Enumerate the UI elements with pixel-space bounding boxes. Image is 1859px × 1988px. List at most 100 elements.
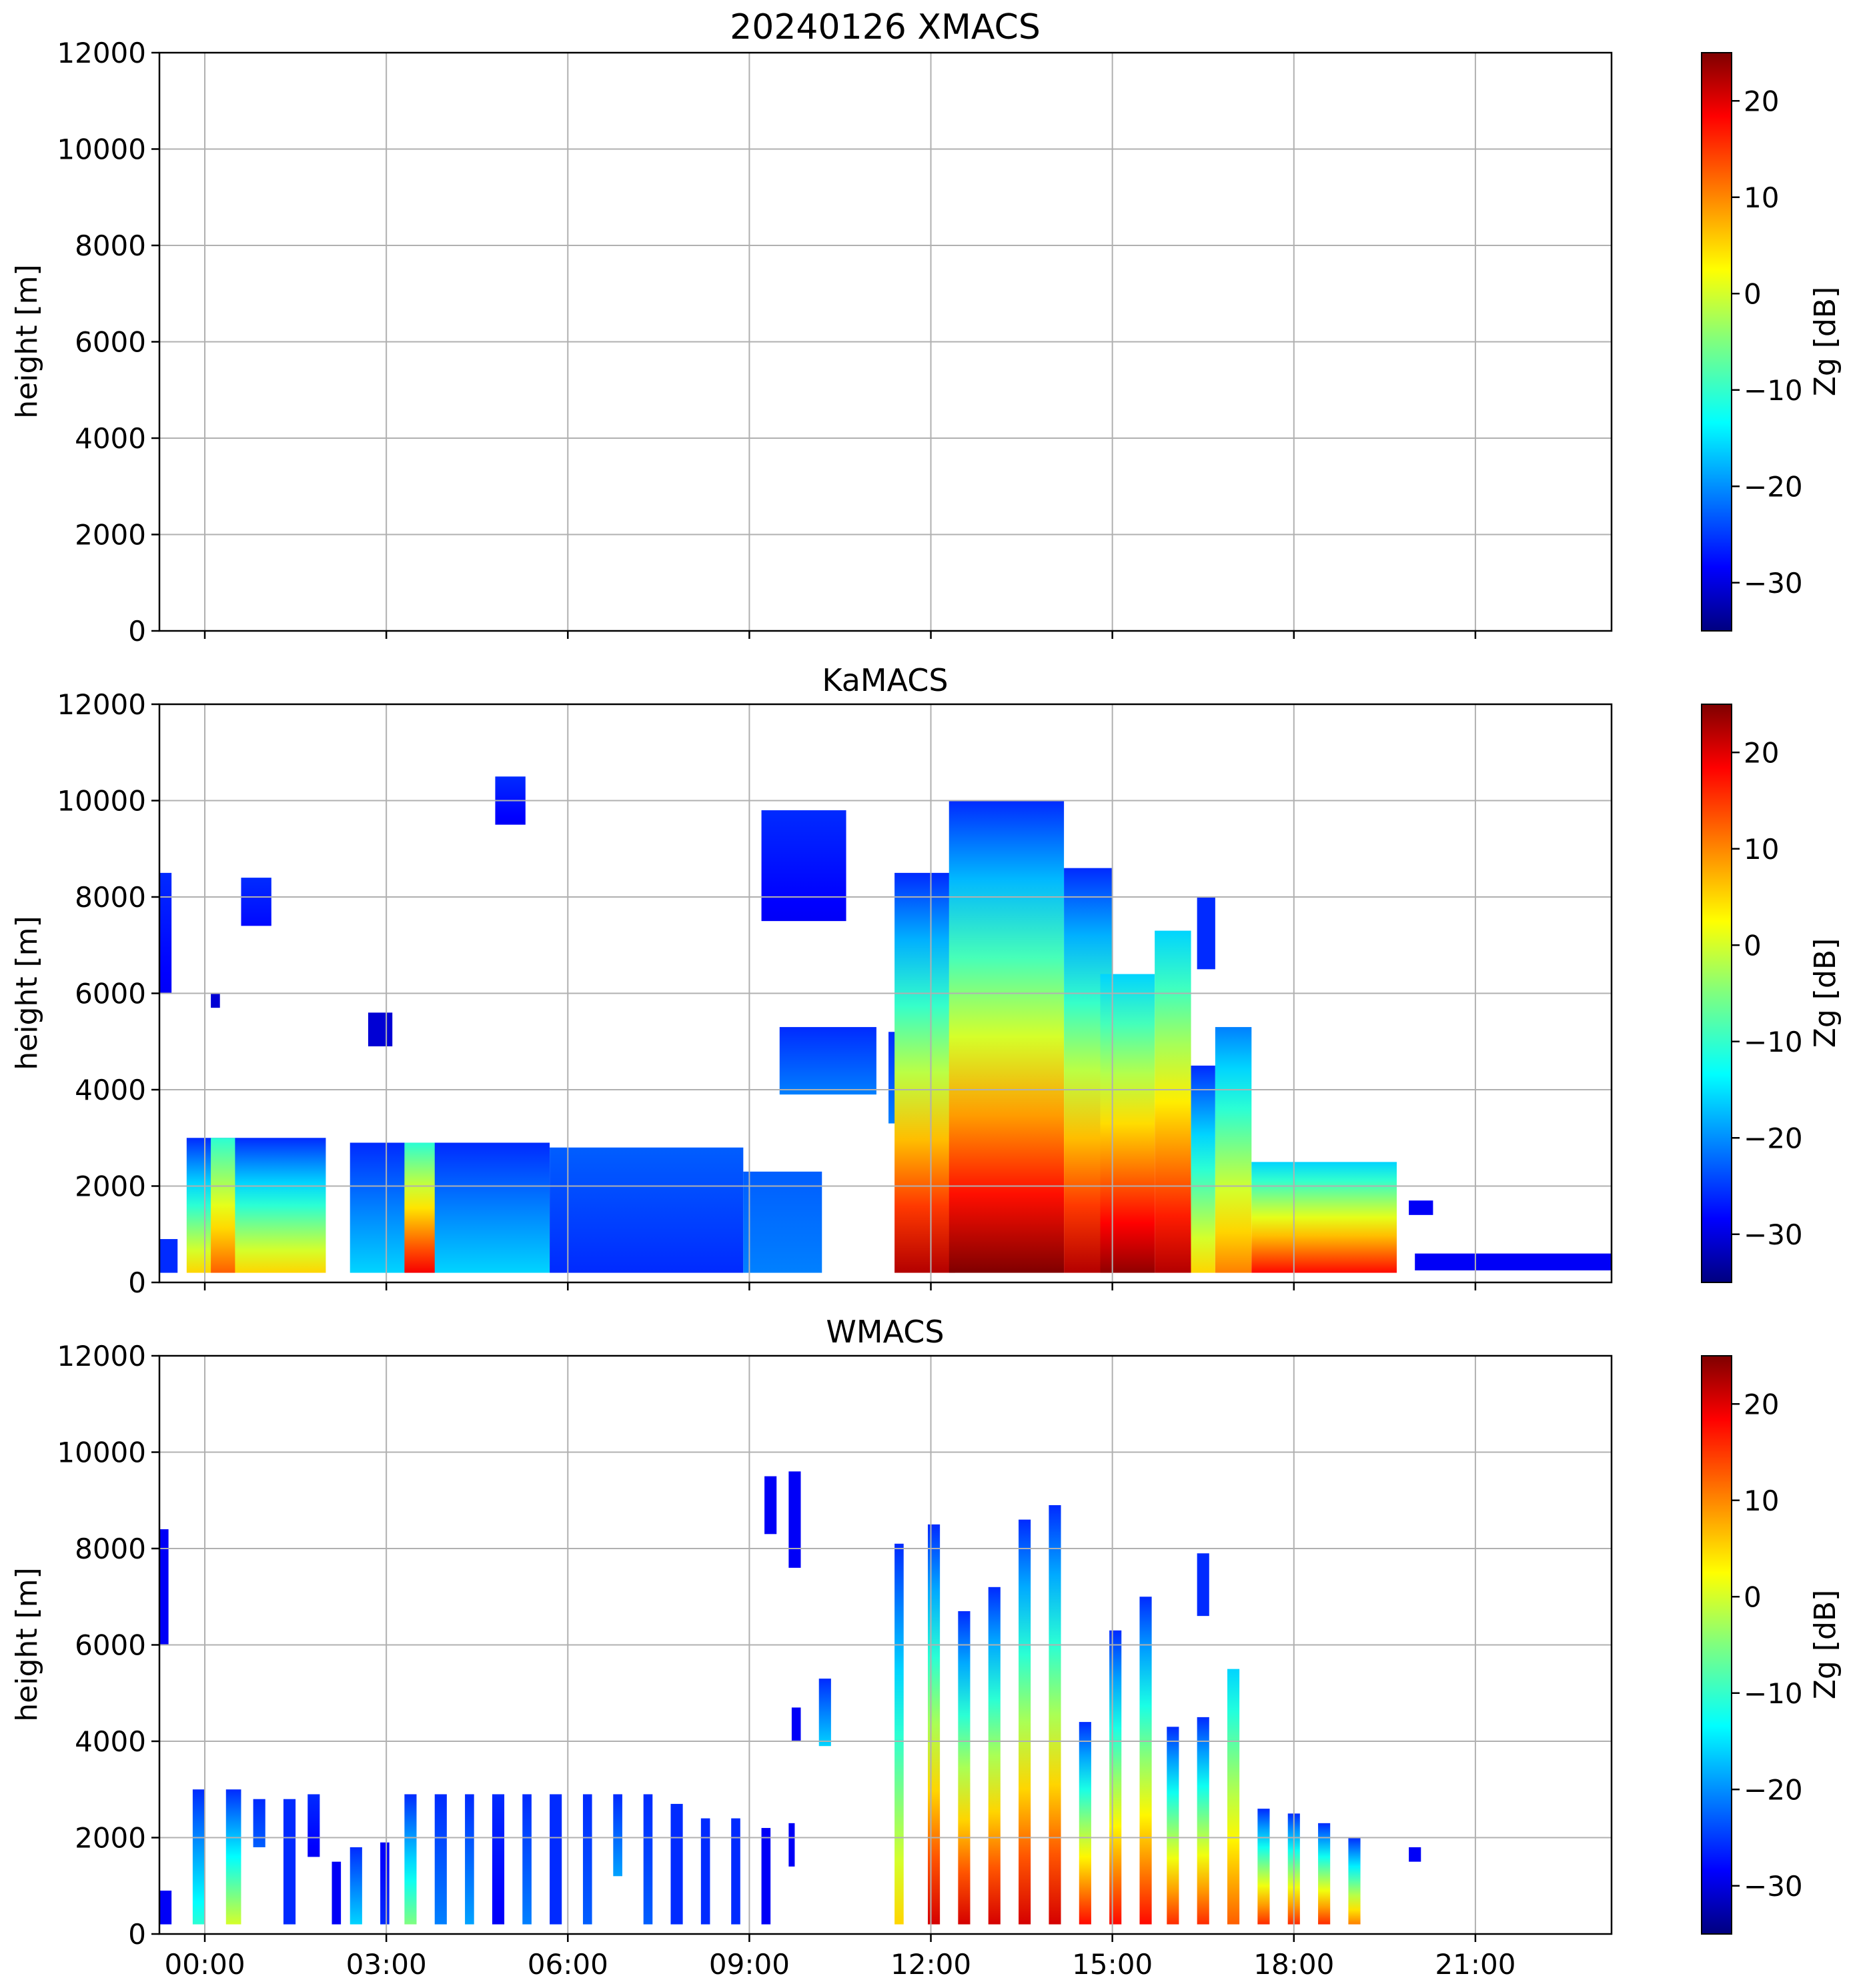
colorbar: −30 −20 −10 0 10 20	[1701, 52, 1803, 632]
echo-cell	[1079, 1722, 1091, 1925]
echo-cell	[380, 1842, 390, 1925]
colorbar-bar	[1701, 704, 1732, 1283]
echo-cell	[949, 800, 1065, 1273]
colorbar-label: Zg [dB]	[1808, 287, 1842, 397]
panel-title: WMACS	[826, 1314, 944, 1350]
x-tick-label: 12:00	[890, 1948, 971, 1981]
colorbar-tick-label: −10	[1744, 1026, 1803, 1058]
echo-cell	[764, 1476, 777, 1535]
echo-cell	[350, 1142, 550, 1273]
y-axis-label: height [m]	[10, 1567, 44, 1721]
echo-cell	[988, 1587, 1001, 1925]
echo-cell	[159, 1529, 169, 1645]
echo-cell	[1409, 1200, 1433, 1215]
colorbar-tick-label: 0	[1744, 1581, 1762, 1613]
echo-cell	[211, 1138, 235, 1273]
x-tick-label: 09:00	[709, 1948, 790, 1981]
echo-cell	[670, 1803, 683, 1925]
echo-cell	[332, 1861, 342, 1925]
colorbar-tick-label: −30	[1744, 1218, 1803, 1251]
x-tick-label: 03:00	[346, 1948, 427, 1981]
panel-wmacs-xticks: 00:00 03:00 06:00 09:00 12:00 15:00 18:00 21:00	[165, 1934, 1515, 1981]
panel-xmacs-grid	[159, 52, 1612, 632]
echo-cell	[159, 1890, 172, 1925]
echo-cell	[788, 1823, 795, 1867]
colorbar-tick-label: −20	[1744, 470, 1803, 503]
echo-cell	[225, 1789, 241, 1925]
colorbar-tick-label: −20	[1744, 1773, 1803, 1806]
panel-wmacs-echoes	[159, 1471, 1421, 1925]
colorbar-bar	[1701, 52, 1732, 632]
y-tick-label: 6000	[75, 1629, 146, 1662]
echo-cell	[927, 1524, 941, 1925]
echo-cell	[818, 1679, 831, 1747]
y-tick-label: 10000	[57, 133, 146, 166]
echo-cell	[159, 1238, 178, 1273]
echo-cell	[1348, 1837, 1361, 1925]
panel-xmacs-yaxis: 0 2000 4000 6000 8000 10000 12000	[57, 37, 159, 648]
panel-xmacs: 20240126 XMACS 0 2000 4000 6000 8000 10000 120…	[10, 7, 1842, 648]
echo-cell	[1191, 1065, 1215, 1273]
echo-cell	[492, 1794, 505, 1925]
echo-cell	[404, 1794, 417, 1925]
x-tick-label: 18:00	[1253, 1948, 1334, 1981]
echo-cell	[211, 993, 220, 1008]
colorbar-tick-label: 0	[1744, 277, 1762, 310]
panel-kamacs-echoes	[159, 776, 1612, 1273]
echo-cell	[1197, 897, 1215, 970]
echo-cell	[434, 1794, 447, 1925]
y-tick-label: 4000	[75, 1074, 146, 1106]
echo-cell	[241, 878, 271, 926]
y-tick-label: 2000	[75, 1822, 146, 1855]
echo-cell	[1139, 1597, 1152, 1925]
echo-cell	[791, 1707, 801, 1741]
y-tick-label: 4000	[75, 1725, 146, 1758]
colorbar-tick-label: 0	[1744, 929, 1762, 962]
echo-cell	[779, 1027, 876, 1095]
echo-cell	[958, 1611, 971, 1925]
y-tick-label: 0	[128, 615, 146, 648]
colorbar-tick-label: −10	[1744, 374, 1803, 407]
x-tick-label: 21:00	[1435, 1948, 1515, 1981]
y-tick-label: 2000	[75, 1170, 146, 1203]
echo-cell	[1109, 1630, 1122, 1925]
echo-cell	[1197, 1553, 1209, 1617]
y-tick-label: 6000	[75, 326, 146, 359]
echo-cell	[894, 1543, 904, 1925]
echo-cell	[192, 1789, 205, 1925]
echo-cell	[1415, 1253, 1612, 1270]
colorbar-tick-label: −30	[1744, 567, 1803, 600]
echo-cell	[1197, 1717, 1209, 1925]
echo-cell	[613, 1794, 622, 1877]
colorbar-tick-label: 20	[1744, 1388, 1779, 1420]
colorbar-tick-label: 10	[1744, 1484, 1779, 1517]
echo-cell	[253, 1799, 265, 1847]
panel-kamacs-xticks	[203, 1282, 1477, 1290]
echo-cell	[404, 1142, 435, 1273]
x-tick-label: 00:00	[165, 1948, 245, 1981]
y-tick-label: 10000	[57, 785, 146, 818]
y-tick-label: 10000	[57, 1436, 146, 1469]
y-tick-label: 2000	[75, 519, 146, 552]
panel-kamacs-yaxis: 0 2000 4000 6000 8000 10000 12000	[57, 688, 159, 1299]
echo-cell	[1215, 1027, 1252, 1273]
panel-xmacs-xticks	[203, 631, 1477, 639]
y-axis-label: height [m]	[10, 916, 44, 1070]
y-tick-label: 0	[128, 1266, 146, 1299]
echo-cell	[788, 1471, 801, 1568]
colorbar: −30 −20 −10 0 10 20	[1701, 704, 1803, 1283]
echo-cell	[1257, 1809, 1270, 1925]
colorbar-tick-label: 10	[1744, 181, 1779, 214]
y-tick-label: 8000	[75, 881, 146, 914]
x-tick-label: 15:00	[1072, 1948, 1153, 1981]
y-tick-label: 4000	[75, 422, 146, 455]
echo-cell	[643, 1794, 653, 1925]
colorbar-tick-label: 20	[1744, 736, 1779, 769]
panel-wmacs-grid	[159, 1355, 1612, 1935]
colorbar-bar	[1701, 1355, 1732, 1935]
colorbar-tick-label: −30	[1744, 1870, 1803, 1903]
echo-cell	[700, 1818, 710, 1925]
echo-cell	[1251, 1162, 1397, 1273]
echo-cell	[1227, 1669, 1240, 1925]
